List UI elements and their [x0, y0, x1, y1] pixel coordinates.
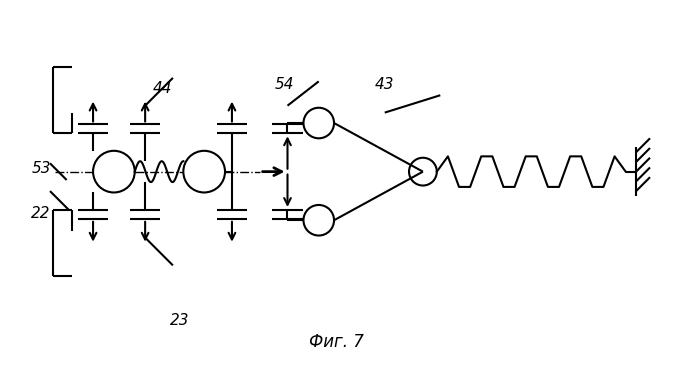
Text: 22: 22	[32, 206, 50, 221]
Text: 44: 44	[153, 81, 172, 96]
Text: 53: 53	[32, 161, 50, 176]
Text: 54: 54	[274, 77, 294, 92]
Text: Фиг. 7: Фиг. 7	[309, 333, 363, 351]
Text: 43: 43	[375, 77, 395, 92]
Text: 23: 23	[170, 313, 190, 328]
